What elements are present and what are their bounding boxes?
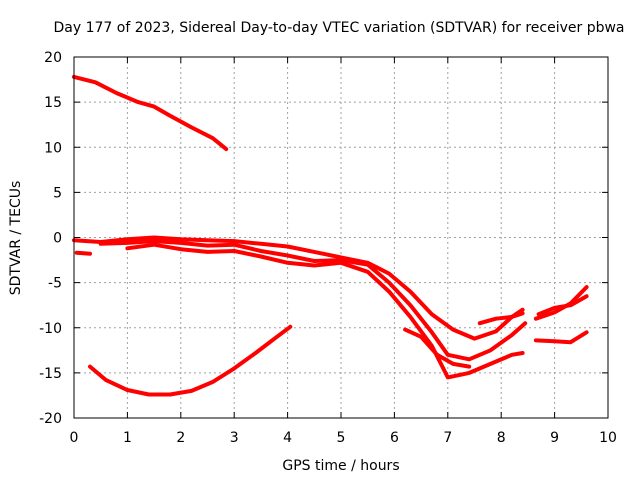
series-arc-b: [98, 239, 528, 362]
x-tick-label: 8: [497, 430, 506, 446]
x-tick-label: 7: [443, 430, 452, 446]
x-tick-label: 6: [390, 430, 399, 446]
x-tick-label: 1: [123, 430, 132, 446]
chart-title: Day 177 of 2023, Sidereal Day-to-day VTE…: [53, 20, 624, 36]
y-tick-label: 5: [53, 185, 62, 201]
x-tick-label: 2: [176, 430, 185, 446]
x-tick-label: 9: [550, 430, 559, 446]
y-tick-label: 20: [44, 50, 62, 66]
x-tick-label: 10: [599, 430, 617, 446]
series-arc-a: [72, 235, 525, 341]
x-tick-label: 5: [337, 430, 346, 446]
series-arc-low: [88, 324, 293, 397]
x-tick-label: 0: [70, 430, 79, 446]
series-arc-c: [125, 242, 525, 380]
x-tick-label: 3: [230, 430, 239, 446]
series-arc-short: [74, 250, 92, 256]
y-tick-label: -15: [39, 366, 62, 382]
series-arc-h: [533, 330, 589, 345]
y-tick-label: 10: [44, 140, 62, 156]
y-axis-label: SDTVAR / TECUs: [8, 181, 24, 296]
x-tick-label: 4: [283, 430, 292, 446]
y-tick-label: -20: [39, 411, 62, 427]
axis-ticks: 0 1 2 3 4 5 6 7 8 9 10 -20 -15 -10 -5 0 5 10 15 20: [39, 50, 617, 446]
series-arc-d: [403, 327, 472, 369]
series-arc-e: [477, 311, 525, 326]
x-axis-label: GPS time / hours: [282, 458, 399, 474]
series-arc-g: [536, 294, 589, 317]
y-tick-label: 15: [44, 95, 62, 111]
y-tick-label: -5: [48, 276, 62, 292]
series-group: [72, 74, 589, 397]
series-arc-high: [72, 74, 229, 152]
y-tick-label: 0: [53, 231, 62, 247]
y-tick-label: -10: [39, 321, 62, 337]
